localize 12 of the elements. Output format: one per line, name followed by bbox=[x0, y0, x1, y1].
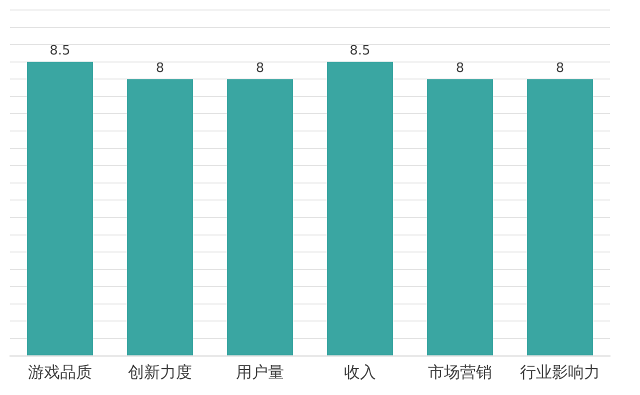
data-label: 8.5 bbox=[50, 44, 70, 59]
x-tick-label: 行业影响力 bbox=[520, 362, 600, 382]
data-label: 8 bbox=[456, 61, 464, 76]
data-label: 8 bbox=[156, 61, 164, 76]
x-tick-label: 创新力度 bbox=[128, 362, 192, 382]
x-tick-label: 游戏品质 bbox=[28, 362, 92, 382]
data-label: 8 bbox=[556, 61, 564, 76]
data-label: 8.5 bbox=[350, 44, 370, 59]
x-tick-label: 用户量 bbox=[236, 362, 284, 382]
x-tick-label: 收入 bbox=[344, 362, 376, 382]
data-label: 8 bbox=[256, 61, 264, 76]
x-tick-label: 市场营销 bbox=[428, 362, 492, 382]
